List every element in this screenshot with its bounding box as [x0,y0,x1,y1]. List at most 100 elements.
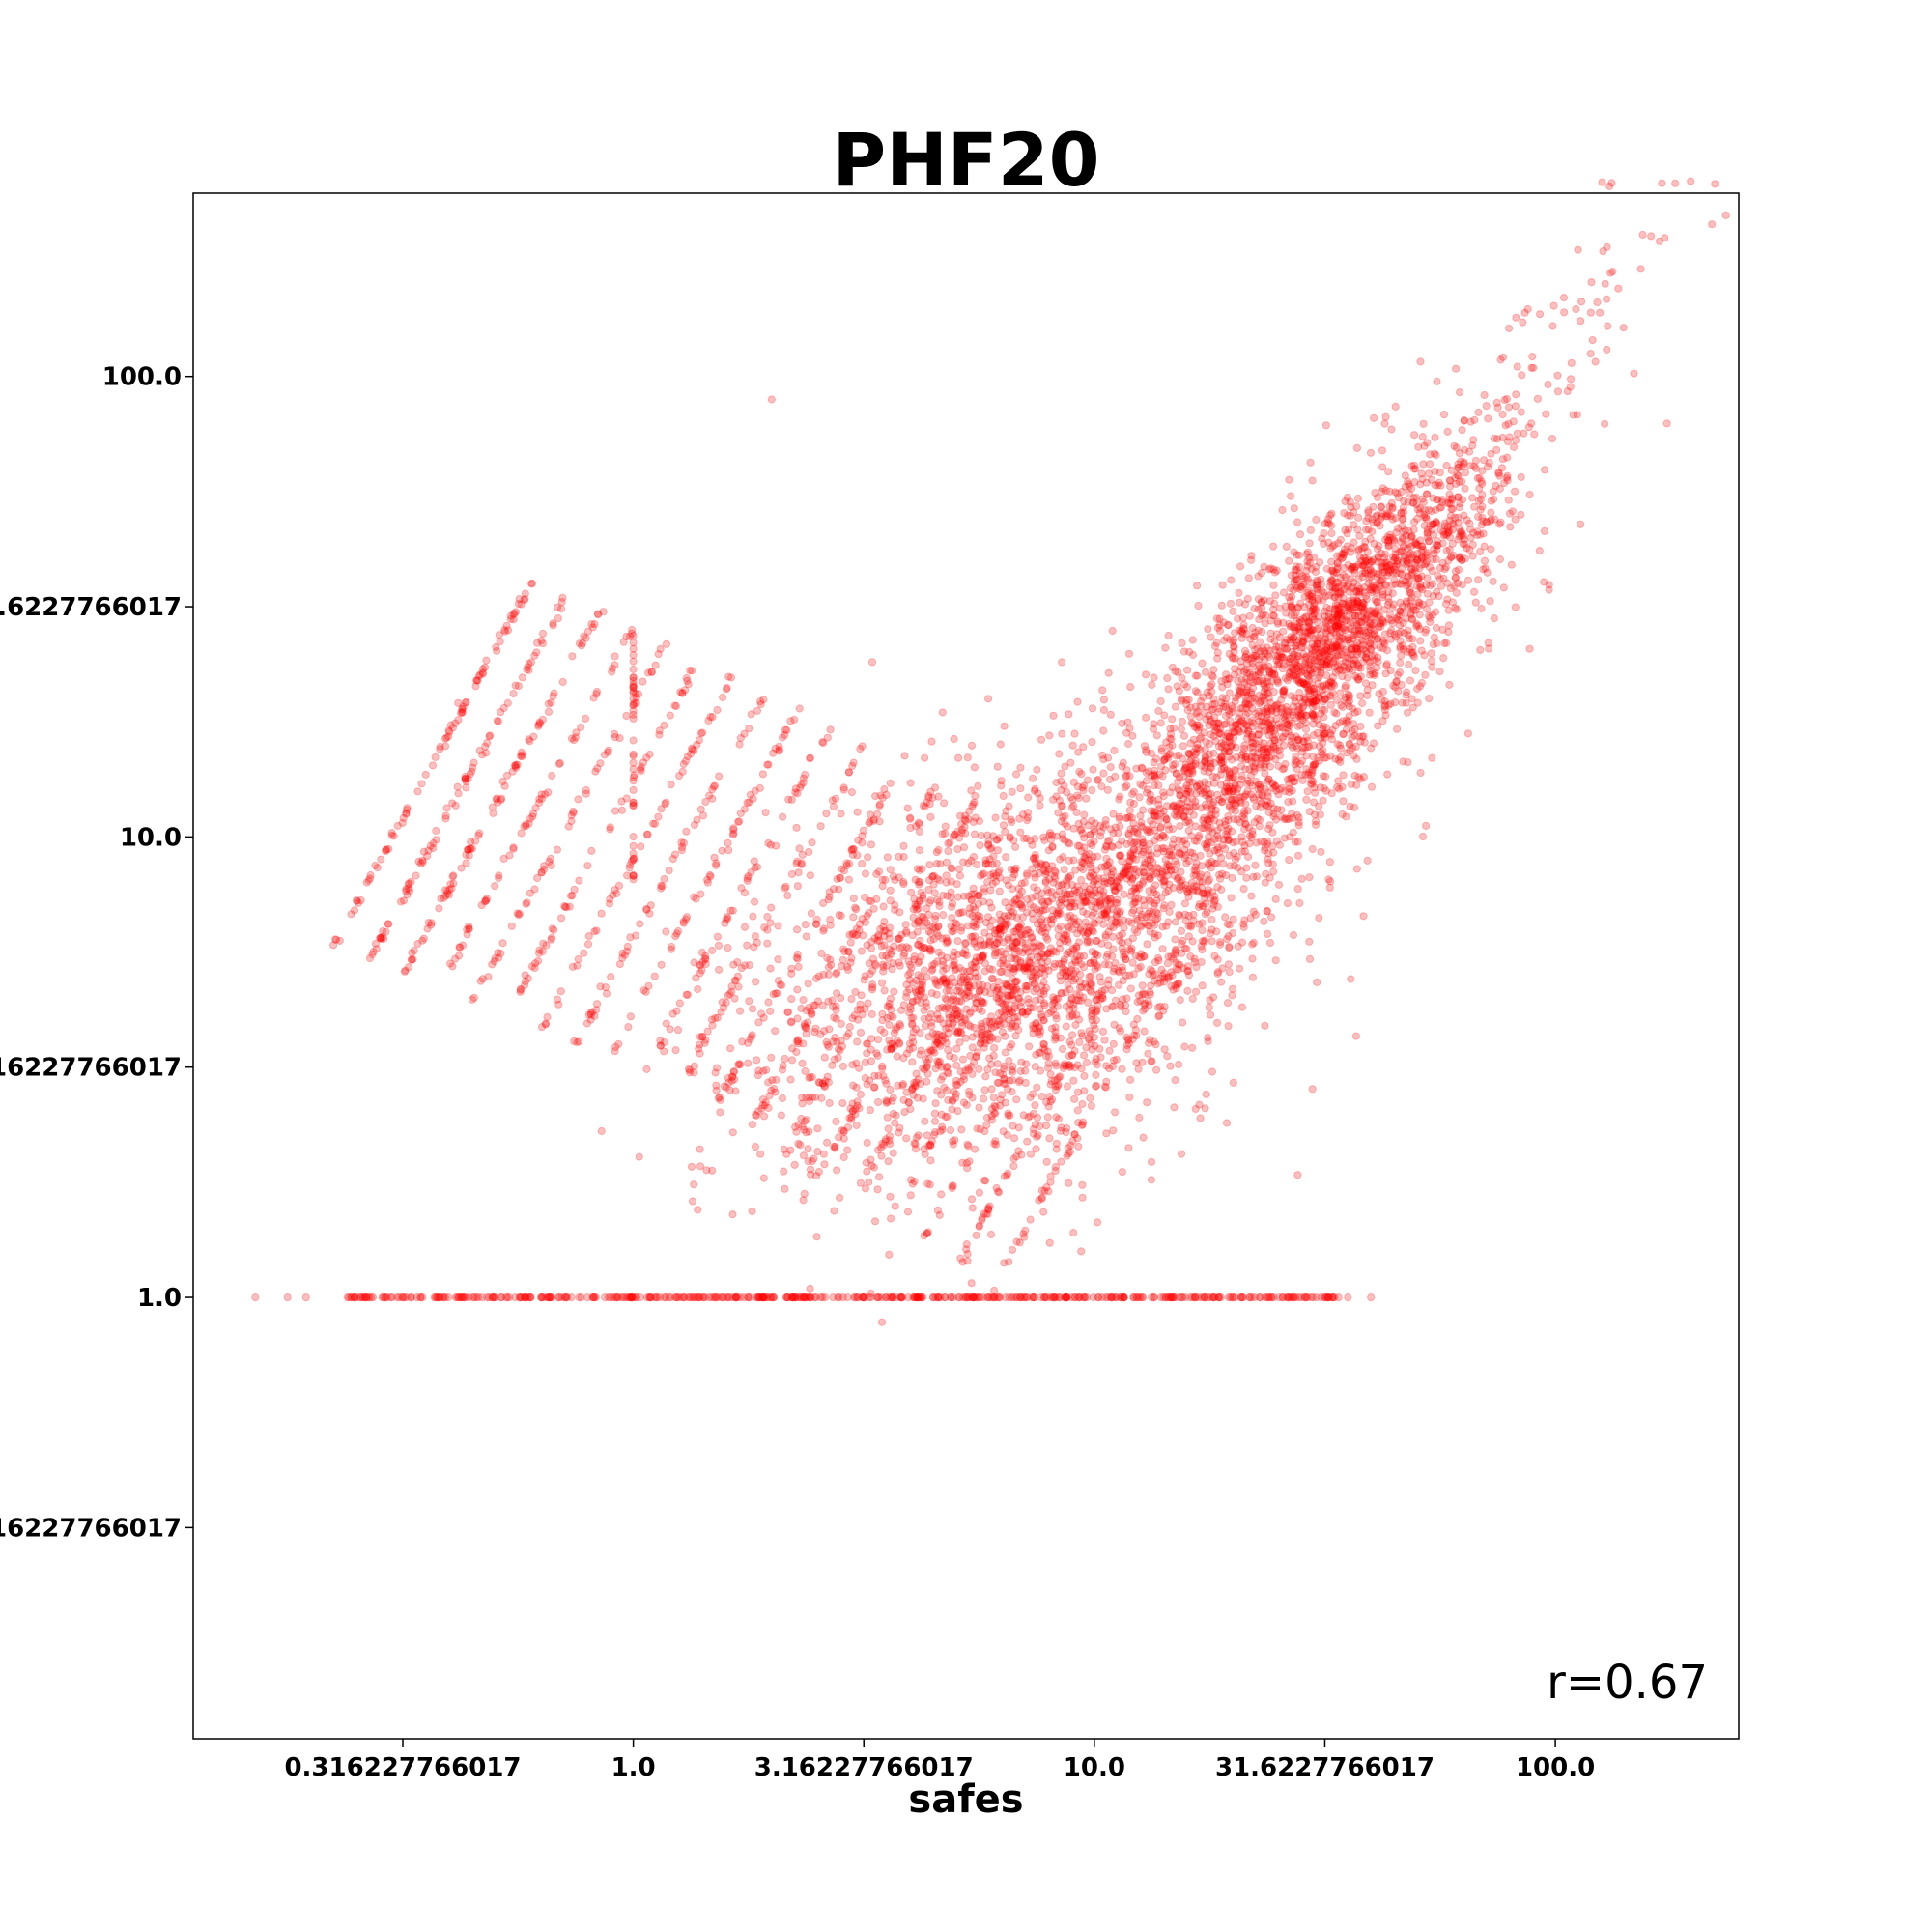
data-point [1008,1293,1016,1302]
data-point [1056,909,1065,918]
data-point [1186,703,1195,712]
data-point [440,894,448,902]
data-point [1271,895,1280,904]
data-point [448,962,457,971]
data-point [791,1122,800,1131]
data-point [788,1293,797,1302]
data-point [867,944,876,952]
data-point [886,896,895,905]
data-point [775,746,784,754]
data-point [703,875,712,885]
data-point [1147,1157,1156,1167]
data-point [740,729,749,738]
data-point [1014,1078,1023,1087]
data-point [961,946,970,954]
data-point [908,1084,918,1093]
data-point [759,696,768,704]
data-point [1002,853,1010,862]
data-point [1009,1076,1017,1085]
data-point [901,921,910,929]
data-point [724,846,733,855]
data-point [1012,944,1021,952]
data-point [1176,996,1184,1005]
data-point [967,895,976,904]
data-point [1308,1085,1317,1094]
data-point [1225,689,1235,697]
data-point [435,904,443,913]
data-point [861,893,869,902]
data-point [947,1293,955,1302]
data-point [1107,1293,1116,1302]
data-point [925,861,934,869]
data-point [799,1293,808,1302]
data-point [1111,1108,1120,1117]
data-point [909,1293,918,1302]
data-point [874,1293,883,1302]
data-point [592,926,601,935]
data-point [1120,1293,1128,1302]
data-point [778,733,787,742]
data-point [888,1293,897,1302]
data-point [1170,1103,1179,1112]
data-point [888,965,896,974]
data-point [916,1029,924,1037]
data-point [1044,1102,1053,1111]
data-point [1256,638,1264,646]
data-point [497,708,505,717]
data-point [957,826,967,835]
data-point [848,1107,858,1116]
data-point [376,934,384,943]
data-point [911,920,920,928]
data-point [449,879,458,888]
data-point [1008,974,1016,983]
data-point [950,1088,958,1096]
data-point [908,1033,917,1042]
data-point [1335,719,1344,727]
data-point [497,794,506,803]
data-point [1087,1030,1095,1038]
data-point [365,1293,374,1302]
data-point [909,905,918,914]
data-point [476,670,485,679]
data-point [959,1075,969,1084]
data-point [548,1293,556,1302]
data-point [964,1020,973,1030]
data-point [934,931,943,941]
data-point [994,978,1003,986]
data-point [968,1069,977,1079]
data-point [1282,542,1291,552]
data-point [1063,935,1072,944]
data-point [283,1293,292,1302]
data-point [881,1293,891,1302]
data-point [1078,1193,1087,1202]
data-point [980,940,989,949]
data-point [1248,940,1257,949]
data-point [488,1293,497,1302]
data-point [1145,907,1154,916]
data-point [833,968,841,977]
data-point [861,869,870,878]
data-point [356,895,365,905]
data-point [634,690,643,698]
data-point [974,892,983,900]
data-point [980,1086,989,1094]
data-point [1051,1028,1060,1037]
data-point [1001,1098,1009,1107]
data-point [802,932,810,941]
data-point [1068,1010,1077,1019]
data-point [709,782,719,791]
data-point [763,1293,772,1302]
data-point [347,1293,355,1302]
data-point [858,838,867,847]
data-point [1247,892,1256,900]
data-point [946,1052,954,1061]
data-point [1125,1093,1134,1102]
data-point [1006,1111,1014,1120]
data-point [611,1042,620,1052]
data-point [886,866,895,874]
data-point [993,1078,1002,1087]
data-point [791,1293,800,1302]
data-point [990,1043,999,1053]
data-point [1208,1293,1217,1302]
data-point [728,1210,737,1219]
